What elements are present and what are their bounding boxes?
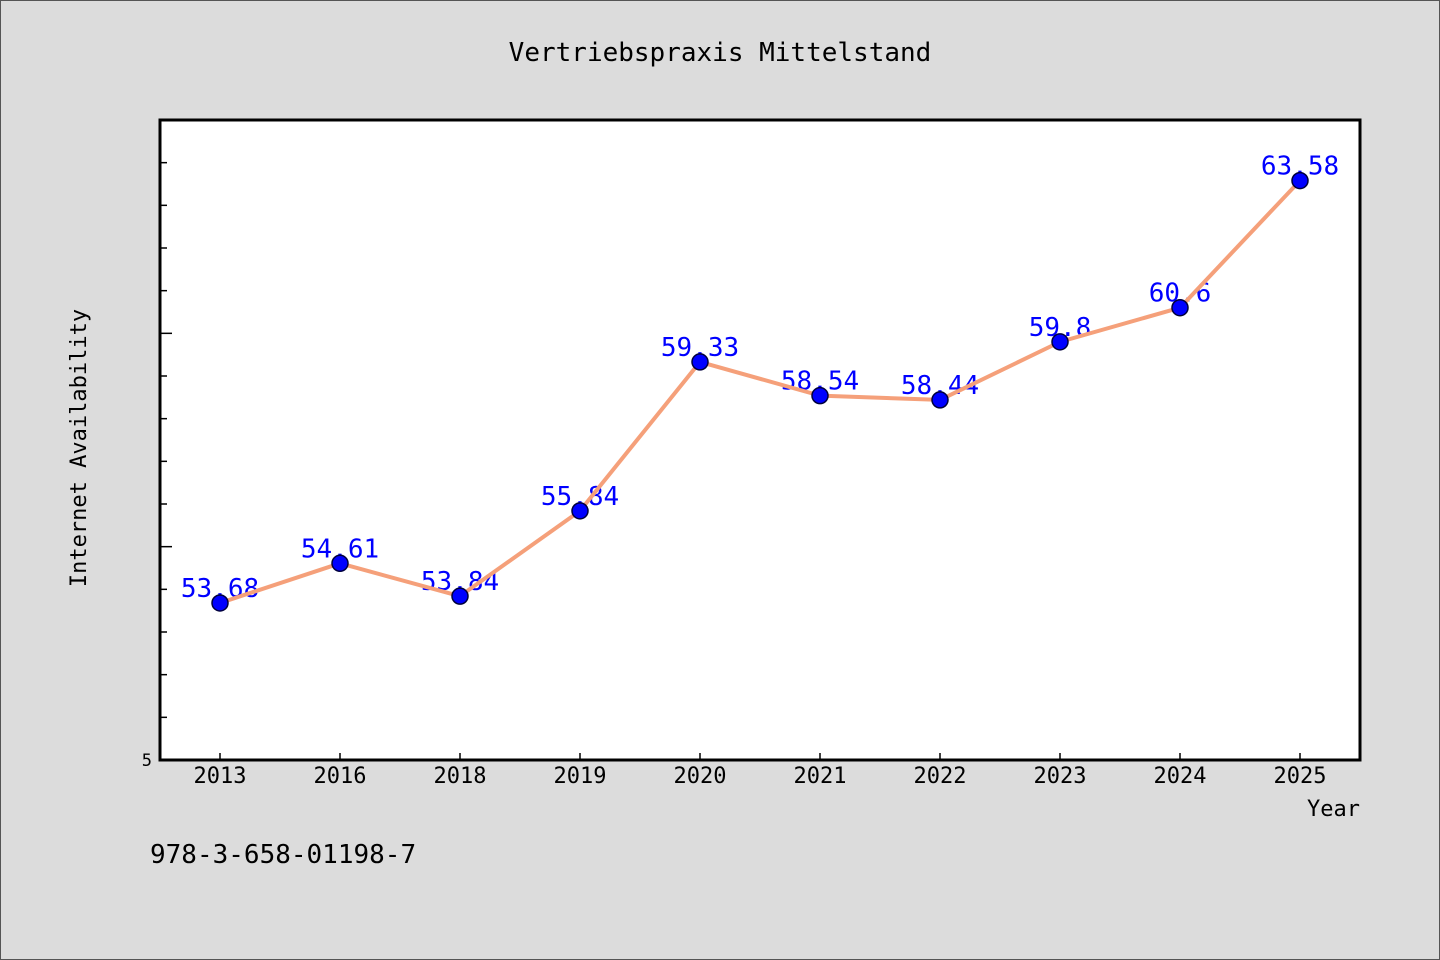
x-tick-label: 2020: [674, 764, 727, 789]
x-tick-label: 2023: [1034, 764, 1087, 789]
data-point: [811, 386, 829, 405]
data-point: [211, 594, 229, 612]
y-tick-label: 5: [142, 751, 152, 771]
x-tick-label: 2022: [914, 764, 967, 789]
data-point: [691, 353, 709, 371]
footer-code: 978-3-658-01198-7: [150, 840, 416, 870]
data-line: [218, 178, 1302, 605]
chart-title: Vertriebspraxis Mittelstand: [509, 38, 932, 68]
x-axis-label: Year: [1307, 797, 1360, 822]
x-tick-label: 2021: [794, 764, 847, 789]
x-tick-label: 2018: [434, 764, 487, 789]
x-tick-label: 2019: [554, 764, 607, 789]
data-point: [1051, 333, 1069, 351]
plot-area: [160, 120, 1360, 760]
x-tick-label: 2025: [1274, 764, 1327, 789]
data-point: [331, 554, 349, 573]
data-point: [931, 391, 949, 409]
x-tick-label: 2016: [314, 764, 367, 789]
x-tick-label: 2013: [194, 764, 247, 789]
y-tick-labels: 5: [142, 751, 152, 771]
data-point: [1291, 171, 1309, 190]
y-axis-label: Internet Availability: [67, 309, 92, 587]
data-point: [451, 587, 469, 605]
data-points: [211, 171, 1309, 612]
data-point: [1171, 298, 1189, 317]
x-tick-labels: 2013 2016 2018 2019 2020 2021 2022 2023 2024 2025: [194, 764, 1327, 789]
x-tick-label: 2024: [1154, 764, 1207, 789]
data-point: [571, 502, 589, 520]
plot-frame: [158, 118, 1362, 762]
